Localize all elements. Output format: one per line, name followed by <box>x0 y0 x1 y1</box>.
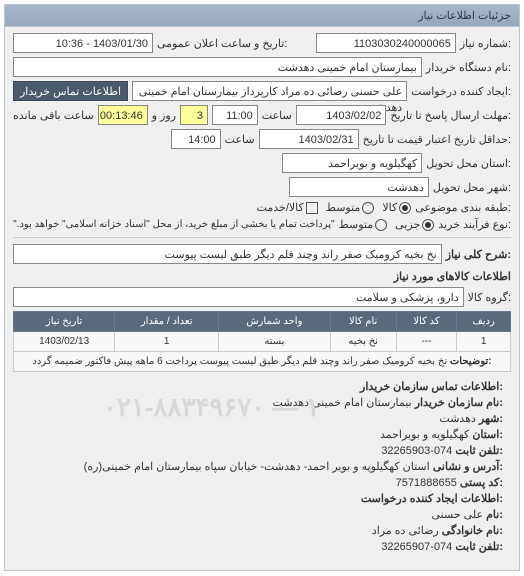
validity-date-field: 1403/02/31 <box>259 129 359 149</box>
days-remaining-field: 3 <box>180 105 208 125</box>
requester-field: علی حسنی رضائی ده مراد کارپرداز بیمارستا… <box>132 81 407 101</box>
radio-goods[interactable]: کالا <box>382 201 411 214</box>
goods-table: ردیف کد کالا نام کالا واحد شمارش تعداد /… <box>13 311 511 372</box>
radio-mid-label-2: متوسط <box>339 218 374 231</box>
desc-label: :توضیحات <box>450 356 492 367</box>
time-label-2: ساعت <box>225 133 255 146</box>
creator-phone: :تلفن ثابت 074-32265907 <box>21 540 503 553</box>
row-delivery-province: :استان محل تحویل کهگیلویه و بویراحمد <box>13 153 511 173</box>
radio-mid[interactable]: متوسط <box>326 201 375 214</box>
row-need-no: :شماره نیاز 1103030240000065 :تاریخ و سا… <box>13 33 511 53</box>
radio-icon <box>399 202 411 214</box>
td-code: --- <box>396 332 456 352</box>
time-remaining-field: 00:13:46 <box>98 105 148 125</box>
td-desc: :توضیحات نخ بخیه کرومیک صفر راند وچند قل… <box>14 352 511 372</box>
delivery-province-field: کهگیلویه و بویراحمد <box>282 153 422 173</box>
radio-partial-label: جزیی <box>395 218 420 231</box>
checkbox-icon <box>306 202 318 214</box>
td-row: 1 <box>457 332 511 352</box>
purchase-note: "پرداخت تمام یا بخشی از مبلغ خرید، از مح… <box>13 219 334 230</box>
need-no-label: :شماره نیاز <box>460 37 511 50</box>
need-desc-label: :شرح کلی نیاز <box>446 248 511 261</box>
panel-body: :شماره نیاز 1103030240000065 :تاریخ و سا… <box>5 27 519 570</box>
row-buyer-org: :نام دستگاه خریدار بیمارستان امام خمینی … <box>13 57 511 77</box>
radio-partial[interactable]: جزیی <box>395 218 434 231</box>
row-purchase-type: :نوع فرآیند خرید جزیی متوسط "پرداخت تمام… <box>13 218 511 231</box>
goods-group-label: :گروه کالا <box>468 291 511 304</box>
validity-time-field: 14:00 <box>171 129 221 149</box>
requester-label: :ایجاد کننده درخواست <box>411 85 511 98</box>
contact-address: :آدرس و نشانی استان کهگیلویه و بویر احمد… <box>21 460 503 473</box>
radio-gs-label: کالا/خدمت <box>257 201 304 214</box>
time-label-1: ساعت <box>262 109 292 122</box>
validity-label: :حداقل تاریخ اعتبار قیمت تا تاریخ <box>363 133 511 146</box>
need-desc-field: نخ بخیه کرومیک صفر راند وچند قلم دیگر طب… <box>13 244 442 264</box>
delivery-province-label: :استان محل تحویل <box>426 157 511 170</box>
goods-group-field: دارو، پزشکی و سلامت <box>13 287 464 307</box>
contact-city: :شهر دهدشت <box>21 412 503 425</box>
row-need-desc: :شرح کلی نیاز نخ بخیه کرومیک صفر راند وچ… <box>13 244 511 264</box>
radio-mid-label: متوسط <box>326 201 361 214</box>
row-deadline: :مهلت ارسال پاسخ تا تاریخ 1403/02/02 ساع… <box>13 105 511 125</box>
th-qty: تعداد / مقدار <box>115 312 219 332</box>
contact-phone: :تلفن ثابت 074-32265903 <box>21 444 503 457</box>
goods-section-title: اطلاعات کالاهای مورد نیاز <box>13 270 511 283</box>
days-label: روز و <box>152 109 176 122</box>
desc-text: نخ بخیه کرومیک صفر راند وچند قلم دیگر طب… <box>32 356 447 367</box>
details-panel: جزئیات اطلاعات نیاز :شماره نیاز 11030302… <box>4 4 520 571</box>
th-row: ردیف <box>457 312 511 332</box>
deadline-label: :مهلت ارسال پاسخ تا تاریخ <box>390 109 511 122</box>
subject-class-label: :طبقه بندی موضوعی <box>415 201 511 214</box>
td-unit: بسته <box>219 332 330 352</box>
table-header-row: ردیف کد کالا نام کالا واحد شمارش تعداد /… <box>14 312 511 332</box>
creator-title: :اطلاعات ایجاد کننده درخواست <box>21 492 503 505</box>
contact-org: :نام سازمان خریدار بیمارستان امام خمینی … <box>21 396 503 409</box>
radio-icon <box>375 219 387 231</box>
contact-province: :استان کهگیلویه و بویراحمد <box>21 428 503 441</box>
public-date-label: :تاریخ و ساعت اعلان عمومی <box>157 37 287 50</box>
th-unit: واحد شمارش <box>219 312 330 332</box>
table-row: 1 --- نخ بخیه بسته 1 1403/02/13 <box>14 332 511 352</box>
contact-title: :اطلاعات تماس سازمان خریدار <box>21 380 503 393</box>
row-delivery-city: :شهر محل تحویل دهدشت <box>13 177 511 197</box>
radio-icon <box>362 202 374 214</box>
panel-title: جزئیات اطلاعات نیاز <box>5 5 519 27</box>
th-date: تاریخ نیاز <box>14 312 115 332</box>
th-name: نام کالا <box>330 312 396 332</box>
purchase-type-label: :نوع فرآیند خرید <box>438 218 511 231</box>
th-code: کد کالا <box>396 312 456 332</box>
purchase-radio-group: جزیی متوسط <box>339 218 435 231</box>
row-subject-class: :طبقه بندی موضوعی کالا متوسط کالا/خدمت <box>13 201 511 214</box>
deadline-time-field: 11:00 <box>212 105 258 125</box>
buyer-org-label: :نام دستگاه خریدار <box>426 61 511 74</box>
creator-name: :نام علی حسنی <box>21 508 503 521</box>
radio-mid-2[interactable]: متوسط <box>339 218 388 231</box>
radio-goods-label: کالا <box>382 201 397 214</box>
table-desc-row: :توضیحات نخ بخیه کرومیک صفر راند وچند قل… <box>14 352 511 372</box>
row-validity: :حداقل تاریخ اعتبار قیمت تا تاریخ 1403/0… <box>13 129 511 149</box>
radio-goods-service[interactable]: کالا/خدمت <box>257 201 318 214</box>
radio-icon <box>422 219 434 231</box>
td-name: نخ بخیه <box>330 332 396 352</box>
remaining-label: ساعت باقی مانده <box>13 109 94 122</box>
deadline-date-field: 1403/02/02 <box>296 105 387 125</box>
subject-radio-group: کالا متوسط کالا/خدمت <box>257 201 412 214</box>
row-goods-group: :گروه کالا دارو، پزشکی و سلامت <box>13 287 511 307</box>
contact-section: ۰۲۱-۸۸۳۴۹۶۷۰ — ۱ :اطلاعات تماس سازمان خر… <box>13 372 511 564</box>
need-no-field: 1103030240000065 <box>316 33 456 53</box>
buyer-org-field: بیمارستان امام خمینی دهدشت <box>13 57 422 77</box>
divider <box>13 237 511 238</box>
delivery-city-field: دهدشت <box>289 177 429 197</box>
td-date: 1403/02/13 <box>14 332 115 352</box>
td-qty: 1 <box>115 332 219 352</box>
row-requester: :ایجاد کننده درخواست علی حسنی رضائی ده م… <box>13 81 511 101</box>
creator-family: :نام خانوادگی رضائی ده مراد <box>21 524 503 537</box>
public-date-field: 1403/01/30 - 10:36 <box>13 33 153 53</box>
contact-button[interactable]: اطلاعات تماس خریدار <box>13 81 128 101</box>
delivery-city-label: :شهر محل تحویل <box>433 181 511 194</box>
contact-postal: :کد پستی 7571888655 <box>21 476 503 489</box>
